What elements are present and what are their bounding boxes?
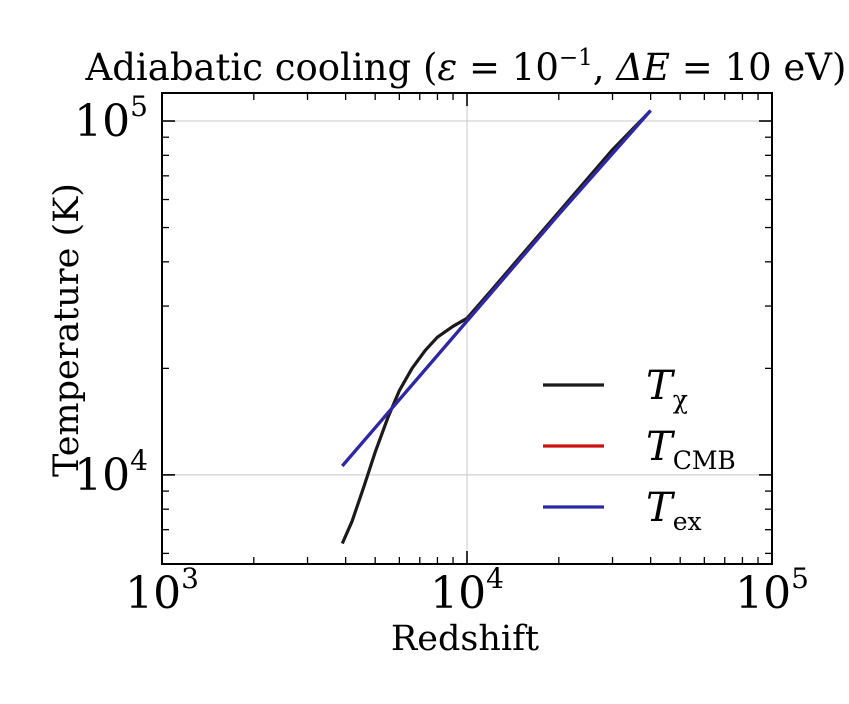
title-epsilon: ε — [437, 46, 457, 89]
legend-label: Tχ — [646, 363, 688, 414]
legend-label-main: T — [646, 363, 676, 409]
y-tick-exponent: 4 — [130, 444, 148, 477]
title-prefix: Adiabatic cooling ( — [85, 46, 438, 89]
title-delta: ΔE — [614, 46, 670, 89]
legend-label: TCMB — [646, 424, 736, 475]
y-tick-exponent: 5 — [130, 90, 148, 123]
x-tick-exponent: 5 — [791, 562, 809, 595]
title-exponent: −1 — [559, 45, 593, 71]
legend-label: Tex — [646, 485, 702, 536]
x-axis-label: Redshift — [391, 619, 539, 659]
series-line-0 — [340, 109, 652, 545]
legend-label-sub: χ — [673, 385, 688, 414]
y-tick-base: 10 — [74, 96, 130, 147]
x-tick-base: 10 — [735, 568, 791, 619]
legend-label-sub: ex — [673, 507, 702, 536]
legend-label-main: T — [646, 485, 676, 531]
title-eq2: = 10 eV) — [670, 46, 846, 89]
y-axis-label: Temperature (K) — [47, 183, 87, 477]
x-tick-exponent: 4 — [486, 562, 504, 595]
legend-label-sub: CMB — [673, 446, 736, 475]
title-eq1: = 10 — [457, 46, 559, 89]
grid — [161, 93, 773, 564]
x-tick-base: 10 — [125, 568, 181, 619]
series-lines — [340, 109, 652, 545]
chart-title: Adiabatic cooling (ε = 10−1, ΔE = 10 eV) — [85, 45, 847, 89]
series-line-2 — [341, 109, 652, 467]
title-sep: , — [593, 46, 617, 89]
y-tick-base: 10 — [74, 450, 130, 501]
x-tick-exponent: 3 — [181, 562, 199, 595]
x-tick-label: 103 — [125, 562, 199, 619]
x-tick-label: 105 — [735, 562, 809, 619]
x-tick-label: 104 — [430, 562, 504, 619]
y-tick-label: 104 — [74, 444, 148, 501]
x-tick-base: 10 — [430, 568, 486, 619]
y-tick-label: 105 — [74, 90, 148, 147]
legend-label-main: T — [646, 424, 676, 470]
